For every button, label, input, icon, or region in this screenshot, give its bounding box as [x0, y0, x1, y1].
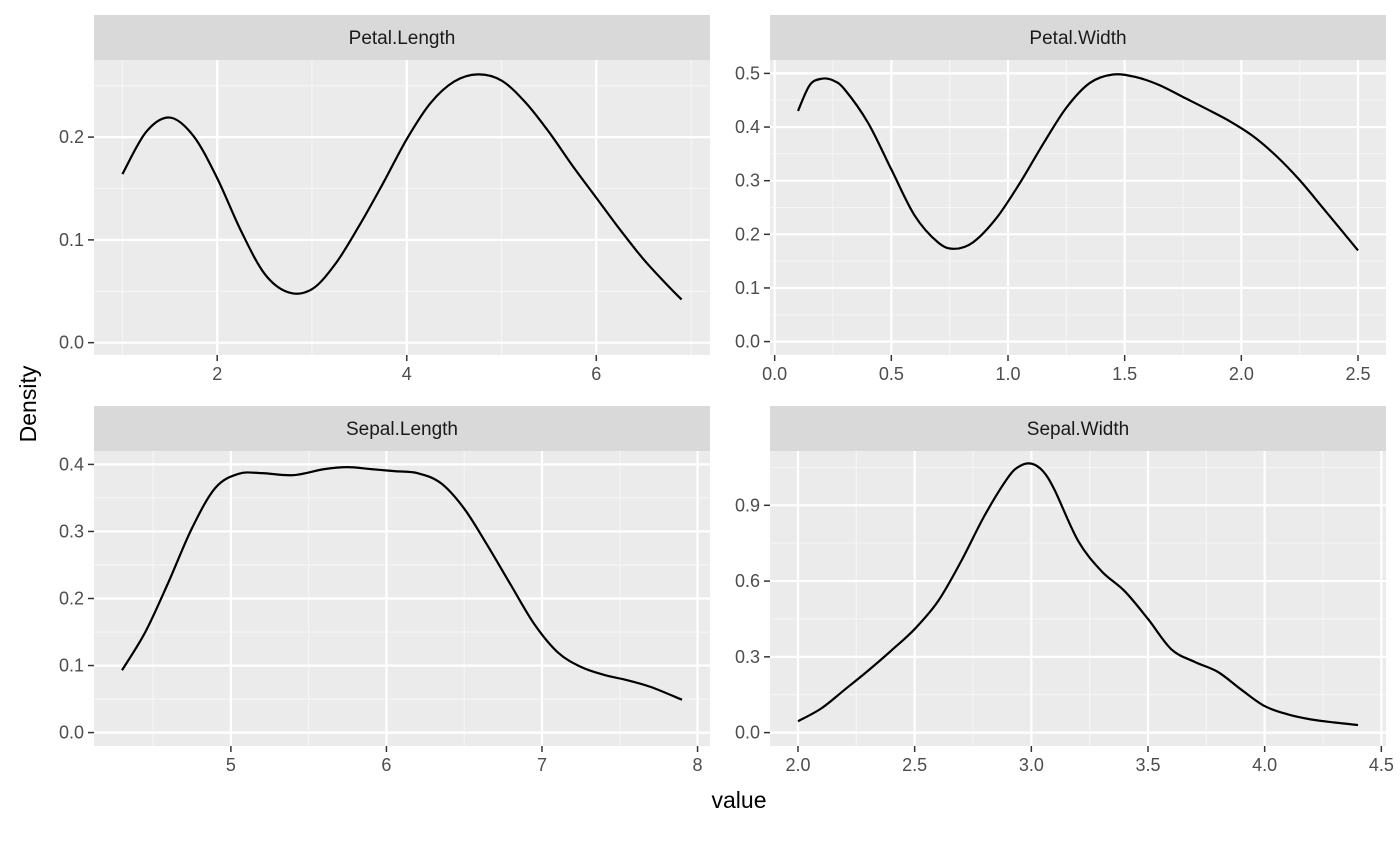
panel-background-petal-length: [94, 60, 710, 355]
y-tick-label: 0.3: [59, 521, 84, 541]
y-tick-label: 0.5: [735, 63, 760, 83]
y-tick-label: 0.2: [59, 127, 84, 147]
y-tick-label: 0.1: [59, 230, 84, 250]
x-tick-label: 1.5: [1112, 364, 1137, 384]
facet-title-sepal-length: Sepal.Length: [346, 419, 458, 440]
x-tick-label: 4.0: [1252, 755, 1277, 775]
x-tick-label: 7: [537, 755, 547, 775]
x-tick-label: 0.0: [762, 364, 787, 384]
x-tick-label: 2: [212, 364, 222, 384]
y-tick-label: 0.3: [735, 171, 760, 191]
x-tick-label: 3.5: [1135, 755, 1160, 775]
x-axis-title: value: [712, 787, 767, 813]
facet-sepal-length: Sepal.Length 5 6 7 8 0.0 0.1 0.2 0.3 0.4: [59, 406, 710, 775]
x-tick-label: 0.5: [879, 364, 904, 384]
y-tick-label: 0.0: [735, 332, 760, 352]
y-tick-label: 0.1: [735, 278, 760, 298]
y-tick-label: 0.0: [735, 723, 760, 743]
facet-sepal-width: Sepal.Width 2.0 2.5 3.0 3.5 4.0 4.5 0.0 0.3 0.6 0.…: [735, 406, 1394, 775]
facet-strip-sepal-width: [770, 406, 1386, 451]
y-tick-label: 0.0: [59, 723, 84, 743]
facet-strip-petal-width: [770, 15, 1386, 60]
x-tick-label: 2.0: [785, 755, 810, 775]
x-tick-label: 8: [693, 755, 703, 775]
density-line-petal-width: [796, 73, 1359, 252]
x-tick-label: 2.5: [902, 755, 927, 775]
facet-strip-sepal-length: [94, 406, 710, 451]
x-tick-label: 4: [402, 364, 412, 384]
y-tick-label: 0.4: [59, 454, 84, 474]
x-tick-label: 6: [591, 364, 601, 384]
x-tick-label: 2.5: [1345, 364, 1370, 384]
density-line-petal-length: [121, 73, 683, 301]
x-tick-label: 1.0: [995, 364, 1020, 384]
facet-petal-width: Petal.Width 0.0 0.5 1.0 1.5 2.0 2.5 0.0 0.1 0.2 0.…: [735, 15, 1386, 384]
x-tick-label: 4.5: [1369, 755, 1394, 775]
y-tick-label: 0.4: [735, 117, 760, 137]
y-tick-label: 0.0: [59, 333, 84, 353]
y-tick-label: 0.3: [735, 647, 760, 667]
facet-strip-petal-length: [94, 15, 710, 60]
facet-petal-length: Petal.Length 2 4 6 0.0 0.1 0.2: [59, 15, 710, 384]
y-tick-label: 0.2: [59, 589, 84, 609]
y-tick-label: 0.2: [735, 224, 760, 244]
x-tick-label: 2.0: [1229, 364, 1254, 384]
density-line-sepal-width: [797, 462, 1359, 727]
x-tick-label: 6: [381, 755, 391, 775]
facet-title-petal-length: Petal.Length: [349, 28, 456, 49]
x-tick-label: 5: [226, 755, 236, 775]
y-axis-title: Density: [15, 365, 41, 442]
facet-title-sepal-width: Sepal.Width: [1027, 419, 1129, 440]
facet-title-petal-width: Petal.Width: [1029, 28, 1126, 49]
y-tick-label: 0.6: [735, 571, 760, 591]
x-tick-label: 3.0: [1019, 755, 1044, 775]
density-line-sepal-length: [121, 465, 683, 701]
y-tick-label: 0.9: [735, 495, 760, 515]
panel-background-sepal-width: [770, 451, 1386, 746]
y-tick-label: 0.1: [59, 656, 84, 676]
